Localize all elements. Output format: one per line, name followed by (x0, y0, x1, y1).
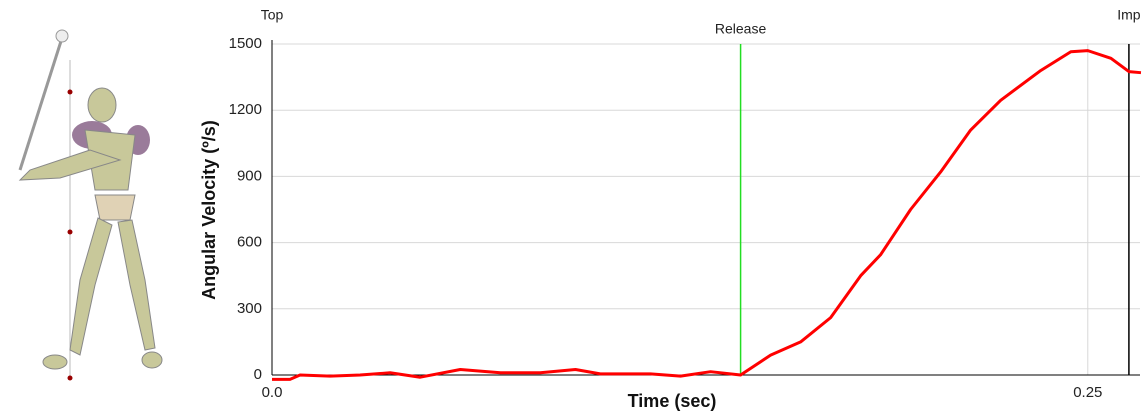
y-tick-label: 900 (237, 167, 262, 184)
y-tick-label: 1500 (229, 35, 262, 52)
event-label: Release (715, 21, 767, 37)
y-tick-label: 0 (254, 366, 262, 383)
y-tick-label: 600 (237, 234, 262, 251)
y-axis-title: Angular Velocity (º/s) (199, 120, 219, 300)
x-tick-label: 0.0 (262, 384, 283, 401)
y-tick-label: 1200 (229, 101, 262, 118)
x-tick-label: 0.25 (1073, 384, 1102, 401)
y-tick-label: 300 (237, 300, 262, 317)
data-line (272, 49, 1142, 381)
x-axis-title: Time (sec) (628, 391, 717, 411)
event-label: Imp (1117, 7, 1141, 23)
event-label: Top (261, 7, 284, 23)
golfer-figure (18, 29, 163, 381)
